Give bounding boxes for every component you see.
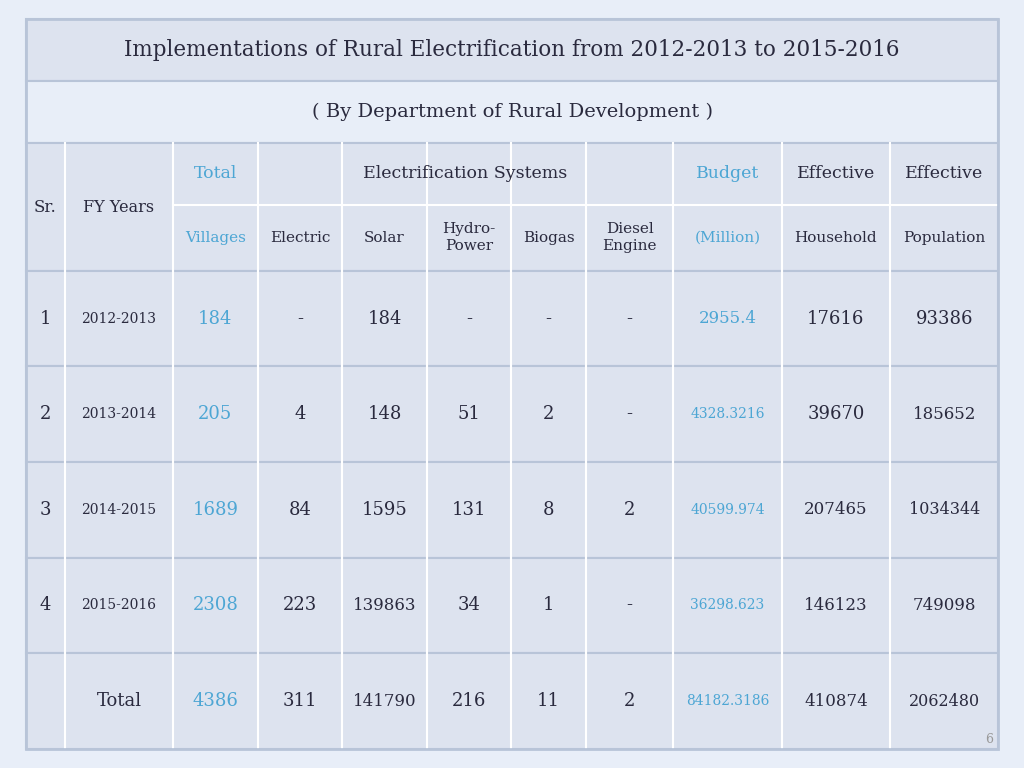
Text: 2: 2	[624, 501, 635, 519]
Text: Diesel
Engine: Diesel Engine	[602, 222, 656, 253]
Text: 749098: 749098	[912, 597, 976, 614]
Text: 1595: 1595	[361, 501, 408, 519]
Text: 36298.623: 36298.623	[690, 598, 765, 612]
FancyBboxPatch shape	[26, 19, 998, 81]
Text: 3: 3	[40, 501, 51, 519]
Text: 207465: 207465	[804, 502, 867, 518]
Text: 2012-2013: 2012-2013	[82, 312, 157, 326]
Text: -: -	[466, 310, 472, 328]
Text: 2: 2	[40, 406, 51, 423]
Text: 131: 131	[452, 501, 486, 519]
Text: 1: 1	[543, 597, 554, 614]
Text: 2308: 2308	[193, 597, 239, 614]
Text: Population: Population	[903, 230, 985, 245]
Text: Villages: Villages	[185, 230, 246, 245]
Text: 2062480: 2062480	[908, 693, 980, 710]
Text: Effective: Effective	[797, 165, 876, 182]
FancyBboxPatch shape	[26, 462, 998, 558]
Text: FY Years: FY Years	[83, 199, 155, 216]
Text: 84: 84	[289, 501, 311, 519]
Text: 84182.3186: 84182.3186	[686, 694, 769, 708]
Text: 2013-2014: 2013-2014	[81, 407, 157, 422]
Text: 139863: 139863	[353, 597, 417, 614]
Text: 2015-2016: 2015-2016	[82, 598, 157, 612]
Text: Sr.: Sr.	[34, 199, 56, 216]
Text: Effective: Effective	[905, 165, 983, 182]
Text: 2: 2	[624, 692, 635, 710]
Text: Biogas: Biogas	[523, 230, 574, 245]
Text: 146123: 146123	[804, 597, 867, 614]
Text: 17616: 17616	[807, 310, 864, 328]
Text: 216: 216	[452, 692, 486, 710]
Text: Total: Total	[194, 165, 238, 182]
Text: Implementations of Rural Electrification from 2012-2013 to 2015-2016: Implementations of Rural Electrification…	[124, 39, 900, 61]
Text: 93386: 93386	[915, 310, 973, 328]
Text: 1689: 1689	[193, 501, 239, 519]
Text: -: -	[297, 310, 303, 328]
Text: 39670: 39670	[807, 406, 864, 423]
FancyBboxPatch shape	[26, 143, 998, 271]
Text: 8: 8	[543, 501, 554, 519]
Text: 2: 2	[543, 406, 554, 423]
Text: 2955.4: 2955.4	[698, 310, 757, 327]
Text: 148: 148	[368, 406, 401, 423]
Text: 410874: 410874	[804, 693, 867, 710]
Text: 2014-2015: 2014-2015	[81, 503, 157, 517]
Text: Total: Total	[96, 692, 141, 710]
Text: -: -	[627, 310, 633, 328]
Text: Electric: Electric	[269, 230, 330, 245]
Text: 4328.3216: 4328.3216	[690, 407, 765, 422]
Text: 6: 6	[985, 733, 993, 746]
Text: 4386: 4386	[193, 692, 239, 710]
Text: 184: 184	[368, 310, 401, 328]
Text: 1: 1	[40, 310, 51, 328]
Text: Budget: Budget	[696, 165, 759, 182]
FancyBboxPatch shape	[26, 366, 998, 462]
Text: 51: 51	[458, 406, 480, 423]
Text: -: -	[546, 310, 552, 328]
Text: 11: 11	[538, 692, 560, 710]
Text: 34: 34	[458, 597, 480, 614]
Text: 141790: 141790	[353, 693, 417, 710]
FancyBboxPatch shape	[26, 81, 998, 143]
Text: 4: 4	[40, 597, 51, 614]
Text: Solar: Solar	[365, 230, 404, 245]
FancyBboxPatch shape	[26, 271, 998, 366]
Text: 311: 311	[283, 692, 317, 710]
Text: -: -	[627, 406, 633, 423]
Text: 4: 4	[294, 406, 306, 423]
FancyBboxPatch shape	[26, 558, 998, 654]
Text: 223: 223	[283, 597, 317, 614]
Text: Household: Household	[795, 230, 878, 245]
Text: 184: 184	[199, 310, 232, 328]
FancyBboxPatch shape	[26, 654, 998, 749]
Text: 40599.974: 40599.974	[690, 503, 765, 517]
Text: Hydro-
Power: Hydro- Power	[442, 222, 496, 253]
Text: -: -	[627, 597, 633, 614]
Text: Electrification Systems: Electrification Systems	[364, 165, 567, 182]
Text: 205: 205	[199, 406, 232, 423]
Text: (Million): (Million)	[694, 230, 761, 245]
Text: 185652: 185652	[912, 406, 976, 422]
Text: ( By Department of Rural Development ): ( By Department of Rural Development )	[311, 103, 713, 121]
Text: 1034344: 1034344	[908, 502, 980, 518]
